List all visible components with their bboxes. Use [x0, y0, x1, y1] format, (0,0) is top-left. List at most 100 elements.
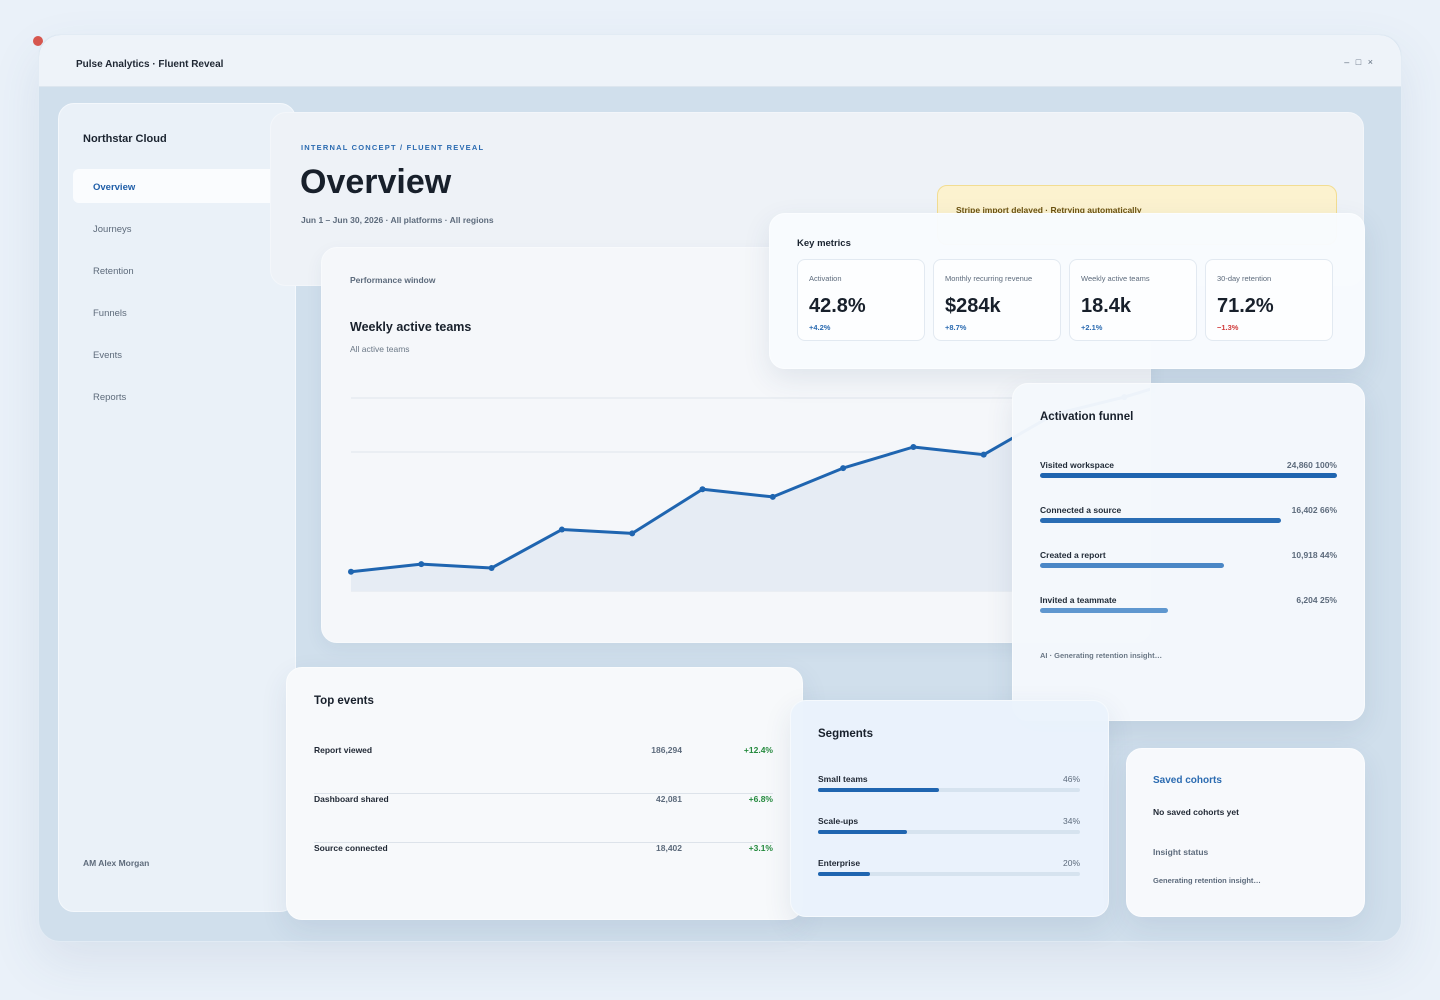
metric-delta: +8.7%: [945, 323, 967, 332]
funnel-title: Activation funnel: [1040, 411, 1134, 423]
segments-title: Segments: [818, 728, 873, 740]
data-point[interactable]: [699, 486, 706, 493]
saved-cohorts-card: Saved cohorts No saved cohorts yet Insig…: [1126, 748, 1365, 917]
segment-bar: [818, 872, 871, 876]
ai-status: AI · Generating retention insight…: [1040, 651, 1163, 660]
data-point[interactable]: [769, 493, 776, 500]
metric-label: Weekly active teams: [1081, 274, 1150, 283]
funnel-step[interactable]: Connected a source 16,402 66%: [1040, 505, 1337, 535]
event-count: 18,402: [656, 843, 682, 853]
event-name: Dashboard shared: [314, 794, 389, 804]
cohorts-empty-state: No saved cohorts yet: [1153, 807, 1239, 817]
sidebar: Northstar Cloud Overview Journeys Retent…: [58, 103, 296, 912]
metric-value: $284k: [945, 295, 1001, 317]
funnel-step-label: Invited a teammate: [1040, 595, 1117, 605]
performance-window-label: Performance window: [350, 275, 436, 285]
series-area: [351, 389, 1150, 591]
metric-delta: −1.3%: [1217, 323, 1239, 332]
data-point[interactable]: [488, 564, 495, 571]
data-point[interactable]: [418, 561, 425, 568]
event-name: Report viewed: [314, 745, 373, 755]
sidebar-item-funnels[interactable]: Funnels: [93, 308, 127, 319]
funnel-bar: [1040, 608, 1168, 613]
event-delta: +3.1%: [748, 843, 773, 853]
event-count: 42,081: [656, 794, 682, 804]
segment-row[interactable]: Small teams 46%: [818, 774, 1080, 798]
segment-bar: [818, 830, 908, 834]
close-dot[interactable]: [33, 36, 43, 46]
metric-label: Monthly recurring revenue: [945, 274, 1033, 283]
metric-delta: +4.2%: [809, 323, 831, 332]
sidebar-item-retention[interactable]: Retention: [93, 266, 134, 277]
event-delta: +6.8%: [748, 794, 773, 804]
funnel-step-label: Created a report: [1040, 550, 1106, 560]
sidebar-item-reports[interactable]: Reports: [93, 392, 127, 403]
funnel-step[interactable]: Invited a teammate 6,204 25%: [1040, 595, 1337, 625]
metric-weekly-active-teams[interactable]: Weekly active teams 18.4k +2.1%: [1069, 259, 1197, 341]
sidebar-item-events[interactable]: Events: [93, 350, 123, 361]
funnel-bar-track: [1040, 563, 1337, 568]
user-profile[interactable]: AM Alex Morgan: [83, 858, 150, 868]
key-metrics-title: Key metrics: [797, 238, 851, 249]
data-point[interactable]: [840, 465, 847, 472]
insight-status-text: Generating retention insight…: [1153, 876, 1261, 885]
saved-cohorts-title[interactable]: Saved cohorts: [1153, 775, 1222, 786]
segment-row[interactable]: Scale-ups 34%: [818, 816, 1080, 840]
funnel-step-value: 24,860 100%: [1286, 460, 1337, 470]
metric-value: 42.8%: [809, 295, 866, 317]
funnel-bar-track: [1040, 608, 1337, 613]
funnel-step[interactable]: Created a report 10,918 44%: [1040, 550, 1337, 580]
segment-label: Enterprise: [818, 858, 861, 868]
event-count: 186,294: [651, 745, 682, 755]
funnel-bar: [1040, 563, 1225, 568]
segment-bar-track: [818, 830, 1080, 834]
metric-mrr[interactable]: Monthly recurring revenue $284k +8.7%: [933, 259, 1061, 341]
data-point[interactable]: [558, 526, 565, 533]
segment-row[interactable]: Enterprise 20%: [818, 858, 1080, 882]
data-point[interactable]: [629, 530, 636, 537]
metric-value: 18.4k: [1081, 295, 1132, 317]
sidebar-item-journeys[interactable]: Journeys: [93, 224, 132, 235]
activation-funnel-card: Activation funnel Visited workspace 24,8…: [1012, 383, 1365, 721]
metric-label: 30-day retention: [1217, 274, 1272, 283]
funnel-step-label: Visited workspace: [1040, 460, 1115, 470]
sidebar-item-overview[interactable]: Overview: [73, 169, 283, 203]
chart-subtitle: All active teams: [350, 344, 410, 354]
table-row[interactable]: Dashboard shared 42,081 +6.8%: [314, 794, 773, 843]
segment-value: 34%: [1062, 816, 1080, 826]
metric-value: 71.2%: [1217, 295, 1274, 317]
table-row[interactable]: Report viewed 186,294 +12.4%: [314, 745, 773, 794]
event-delta: +12.4%: [743, 745, 773, 755]
funnel-step-label: Connected a source: [1040, 505, 1122, 515]
segment-value: 46%: [1062, 774, 1080, 784]
data-point[interactable]: [910, 444, 917, 450]
funnel-bar-track: [1040, 473, 1337, 478]
brand-name: Northstar Cloud: [83, 133, 167, 145]
funnel-step[interactable]: Visited workspace 24,860 100%: [1040, 460, 1337, 490]
funnel-bar: [1040, 473, 1337, 478]
metric-retention[interactable]: 30-day retention 71.2% −1.3%: [1205, 259, 1333, 341]
funnel-step-value: 16,402 66%: [1291, 505, 1337, 515]
data-point[interactable]: [980, 451, 987, 458]
key-metrics-card: Key metrics Activation 42.8% +4.2% Month…: [769, 213, 1365, 369]
segments-card: Segments Small teams 46% Scale-ups 34% E…: [790, 700, 1109, 917]
date-range: Jun 1 – Jun 30, 2026 · All platforms · A…: [301, 215, 494, 225]
data-point[interactable]: [348, 568, 354, 575]
table-row[interactable]: Source connected 18,402 +3.1%: [314, 843, 773, 892]
funnel-bar: [1040, 518, 1281, 523]
segment-label: Small teams: [818, 774, 868, 784]
top-events-card: Top events Report viewed 186,294 +12.4% …: [286, 667, 803, 920]
segment-bar-track: [818, 788, 1080, 792]
funnel-step-value: 10,918 44%: [1291, 550, 1337, 560]
chart-title: Weekly active teams: [350, 320, 472, 334]
metric-delta: +2.1%: [1081, 323, 1103, 332]
metric-activation[interactable]: Activation 42.8% +4.2%: [797, 259, 925, 341]
title-bar: Pulse Analytics · Fluent Reveal – □ ×: [39, 35, 1401, 87]
segment-value: 20%: [1062, 858, 1080, 868]
window-controls[interactable]: – □ ×: [1344, 57, 1375, 67]
metric-label: Activation: [809, 274, 842, 283]
top-events-title: Top events: [314, 695, 374, 707]
app-title: Pulse Analytics · Fluent Reveal: [76, 59, 224, 70]
event-name: Source connected: [314, 843, 388, 853]
alert-text: Stripe import delayed · Retrying automat…: [956, 205, 1142, 215]
